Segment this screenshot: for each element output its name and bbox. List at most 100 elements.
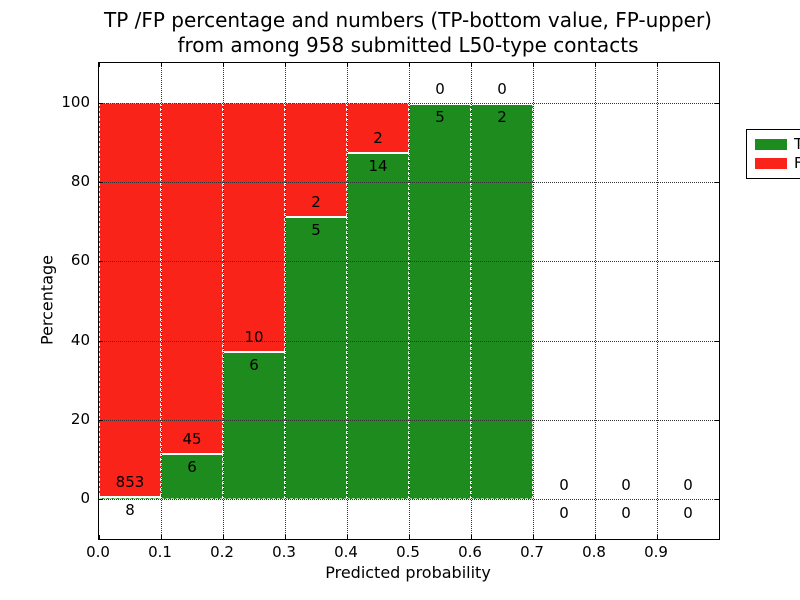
x-tick-mark-top — [347, 63, 348, 67]
fp-count-label: 2 — [373, 129, 383, 148]
gridline-vertical — [657, 63, 658, 539]
x-tick-mark — [471, 535, 472, 539]
x-tick-label: 0.3 — [272, 543, 296, 561]
gridline-vertical — [223, 63, 224, 539]
tp-count-label: 0 — [559, 504, 569, 523]
y-tick-mark — [99, 261, 103, 263]
fp-count-label: 2 — [311, 193, 321, 211]
x-tick-label: 0.9 — [644, 543, 668, 561]
fp-count-label: 0 — [621, 476, 631, 495]
x-tick-label: 0.1 — [148, 543, 172, 561]
x-tick-mark — [595, 535, 596, 539]
x-tick-mark-top — [285, 63, 286, 67]
plot-area: 853 8 45 6 10 6 2 5 2 14 0 5 0 2 0 0 0 0 0 0 TP FP — [98, 62, 800, 540]
x-tick-label: 0.2 — [210, 543, 234, 561]
x-tick-mark-top — [223, 63, 224, 67]
x-tick-mark — [285, 535, 286, 539]
x-axis-label: Predicted probability — [325, 563, 491, 582]
gridline-vertical — [595, 63, 596, 539]
y-tick-mark-right — [715, 182, 719, 183]
bar-tp-segment — [409, 102, 471, 500]
y-tick-mark-right — [715, 420, 719, 421]
x-tick-mark — [223, 535, 224, 539]
fp-count-label: 0 — [683, 476, 693, 495]
x-tick-mark-top — [657, 63, 658, 67]
gridline-vertical — [161, 63, 162, 539]
x-tick-label: 0.8 — [582, 543, 606, 561]
gridline-vertical — [285, 63, 286, 539]
gridline-vertical — [347, 63, 348, 539]
y-tick-mark — [99, 340, 103, 342]
legend-item-tp: TP — [755, 135, 800, 154]
tp-count-label: 0 — [683, 504, 693, 523]
fp-count-label: 10 — [244, 327, 264, 346]
fp-count-label: 45 — [182, 429, 202, 448]
x-tick-label: 0.5 — [396, 543, 420, 561]
bar-tp-segment — [223, 350, 285, 500]
tp-count-label: 6 — [187, 457, 197, 476]
y-tick-mark-right — [715, 499, 719, 501]
fp-count-label: 0 — [559, 476, 569, 495]
bar-tp-segment — [99, 495, 161, 500]
chart-title: TP /FP percentage and numbers (TP-bottom… — [98, 8, 718, 58]
x-tick-mark — [657, 535, 658, 539]
fp-count-label: 853 — [115, 472, 145, 491]
tp-count-label: 14 — [368, 157, 388, 176]
legend-label-tp: TP — [794, 135, 800, 153]
legend: TP FP — [746, 129, 800, 179]
y-tick-mark-right — [715, 102, 719, 104]
y-tick-mark — [99, 499, 103, 501]
y-tick-mark-right — [715, 261, 719, 263]
x-tick-mark-top — [533, 63, 534, 67]
y-tick-mark-right — [715, 340, 719, 342]
y-tick-label: 100 — [61, 92, 90, 111]
y-tick-label: 60 — [70, 251, 90, 270]
x-tick-mark — [409, 535, 410, 539]
x-tick-mark-top — [471, 63, 472, 67]
x-tick-mark — [347, 535, 348, 539]
bar-fp-segment — [223, 102, 285, 351]
tp-count-label: 6 — [249, 355, 259, 374]
y-tick-label: 80 — [70, 172, 90, 190]
x-tick-mark-top — [409, 63, 410, 67]
chart-title-line2: from among 958 submitted L50-type contac… — [177, 33, 639, 57]
bar-tp-segment — [471, 102, 533, 500]
tp-count-label: 8 — [125, 500, 135, 519]
y-tick-label: 0 — [80, 489, 90, 508]
bar-tp-segment — [347, 152, 409, 500]
legend-item-fp: FP — [755, 154, 800, 173]
fp-count-label: 0 — [435, 79, 445, 98]
x-tick-mark-top — [595, 63, 596, 67]
y-tick-label: 20 — [70, 410, 90, 428]
tp-count-label: 5 — [435, 107, 445, 126]
fp-color-swatch — [755, 158, 787, 169]
bar-fp-segment — [161, 102, 223, 453]
x-tick-label: 0.4 — [334, 543, 358, 561]
y-tick-mark — [99, 182, 103, 183]
x-tick-label: 0.6 — [458, 543, 482, 561]
gridline-vertical — [533, 63, 534, 539]
tp-count-label: 5 — [311, 221, 321, 239]
x-tick-label: 0.0 — [86, 543, 110, 561]
bar-fp-segment — [99, 102, 161, 496]
tp-count-label: 0 — [621, 504, 631, 523]
gridline-vertical — [409, 63, 410, 539]
fp-count-label: 0 — [497, 79, 507, 98]
bar-tp-segment — [285, 216, 347, 500]
gridline-vertical — [471, 63, 472, 539]
tp-color-swatch — [755, 139, 787, 150]
y-tick-mark — [99, 102, 103, 104]
tp-count-label: 2 — [497, 107, 507, 126]
y-tick-label: 40 — [70, 330, 90, 349]
x-tick-mark — [533, 535, 534, 539]
x-tick-mark — [161, 535, 162, 539]
chart-title-line1: TP /FP percentage and numbers (TP-bottom… — [104, 8, 712, 32]
bar-fp-segment — [347, 102, 409, 153]
legend-label-fp: FP — [794, 154, 800, 172]
x-tick-mark — [99, 535, 100, 539]
x-tick-label: 0.7 — [520, 543, 544, 561]
x-tick-mark-top — [161, 63, 162, 67]
y-tick-mark — [99, 420, 103, 421]
x-tick-mark-top — [99, 63, 100, 67]
